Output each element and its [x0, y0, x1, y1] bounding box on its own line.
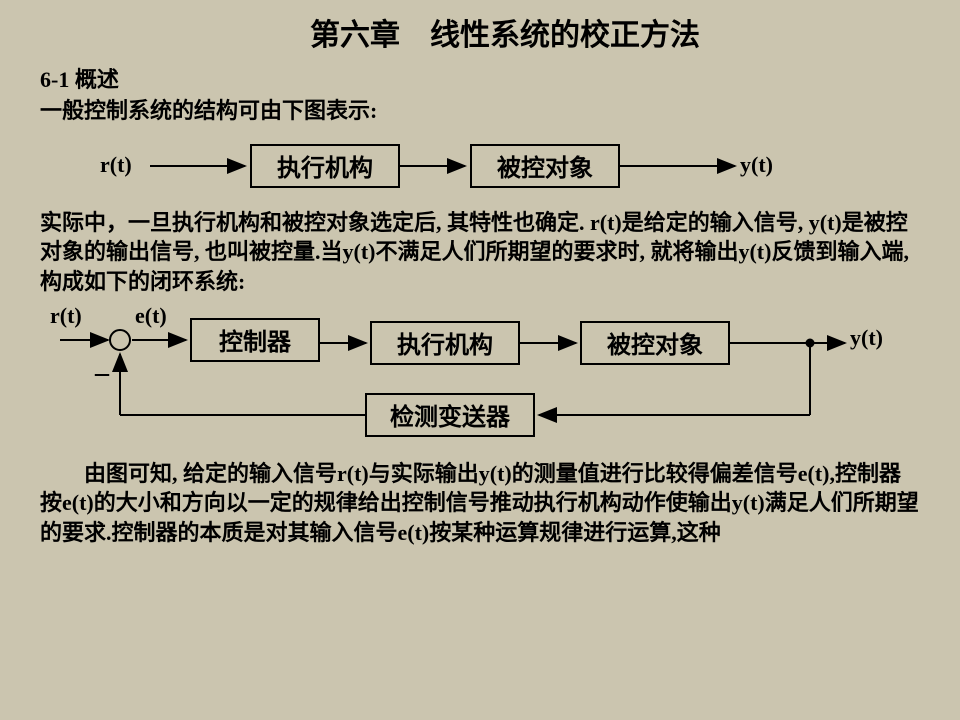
paragraph-2: 由图可知, 给定的输入信号r(t)与实际输出y(t)的测量值进行比较得偏差信号e…	[40, 459, 920, 548]
d2-actuator-box: 执行机构	[370, 321, 520, 365]
section-label: 6-1 概述	[40, 62, 920, 94]
d2-r-label: r(t)	[50, 303, 82, 329]
d2-y-label: y(t)	[850, 325, 883, 351]
d2-controller-box: 控制器	[190, 318, 320, 362]
d2-sensor-box: 检测变送器	[365, 393, 535, 437]
paragraph-1: 实际中，一旦执行机构和被控对象选定后, 其特性也确定. r(t)是给定的输入信号…	[40, 208, 920, 297]
d1-r-label: r(t)	[100, 152, 132, 178]
d2-e-label: e(t)	[135, 303, 167, 329]
chapter-title: 第六章 线性系统的校正方法	[40, 10, 920, 54]
intro-text: 一般控制系统的结构可由下图表示:	[40, 96, 920, 126]
d1-y-label: y(t)	[740, 152, 773, 178]
d2-minus-label: _	[95, 348, 109, 380]
d1-plant-box: 被控对象	[470, 144, 620, 188]
diagram-open-loop: r(t) 执行机构 被控对象 y(t)	[40, 132, 920, 202]
d1-actuator-box: 执行机构	[250, 144, 400, 188]
diagram-closed-loop: r(t) e(t) _ 控制器 执行机构 被控对象 检测变送器 y(t)	[40, 303, 920, 453]
page-root: 第六章 线性系统的校正方法 6-1 概述 一般控制系统的结构可由下图表示: r(…	[0, 0, 960, 720]
d2-plant-box: 被控对象	[580, 321, 730, 365]
